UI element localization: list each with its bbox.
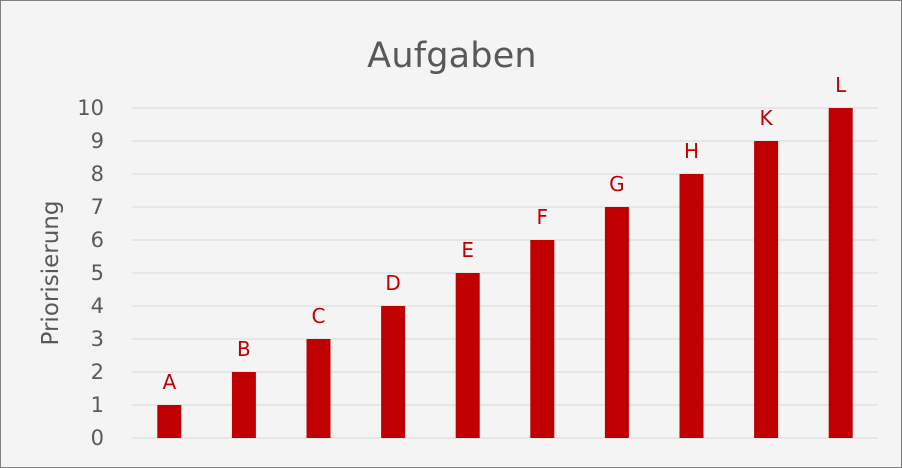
y-tick-label: 1	[91, 393, 104, 417]
y-tick-label: 9	[91, 129, 104, 153]
data-label-h: H	[684, 139, 699, 163]
chart-title: Aufgaben	[367, 36, 537, 76]
bars	[157, 108, 853, 438]
data-label-f: F	[537, 205, 549, 229]
y-tick-label: 2	[91, 360, 104, 384]
data-label-g: G	[609, 172, 625, 196]
data-label-l: L	[835, 73, 847, 97]
data-label-c: C	[312, 304, 326, 328]
data-label-a: A	[162, 370, 176, 394]
y-axis-ticks: 0 1 2 3 4 5 6 7 8 9 10	[77, 96, 104, 450]
data-label-b: B	[237, 337, 251, 361]
bar-g	[604, 207, 629, 438]
bar-f	[530, 240, 555, 438]
y-tick-label: 10	[77, 96, 104, 120]
gridlines	[132, 107, 878, 439]
bar-b	[231, 372, 256, 438]
bar-e	[455, 273, 480, 438]
y-tick-label: 8	[91, 162, 104, 186]
y-tick-label: 3	[91, 327, 104, 351]
bar-l	[828, 108, 853, 438]
y-tick-label: 7	[91, 195, 104, 219]
bar-c	[306, 339, 331, 438]
data-label-d: D	[385, 271, 400, 295]
data-label-k: K	[760, 106, 774, 130]
bar-k	[754, 141, 779, 438]
y-tick-label: 5	[91, 261, 104, 285]
y-tick-label: 6	[91, 228, 104, 252]
y-tick-label: 0	[91, 426, 104, 450]
bar-h	[679, 174, 704, 438]
y-tick-label: 4	[91, 294, 104, 318]
bar-a	[157, 405, 182, 438]
bar-d	[381, 306, 406, 438]
data-labels: A B C D E F G H K L	[162, 73, 847, 394]
data-label-e: E	[461, 238, 474, 262]
